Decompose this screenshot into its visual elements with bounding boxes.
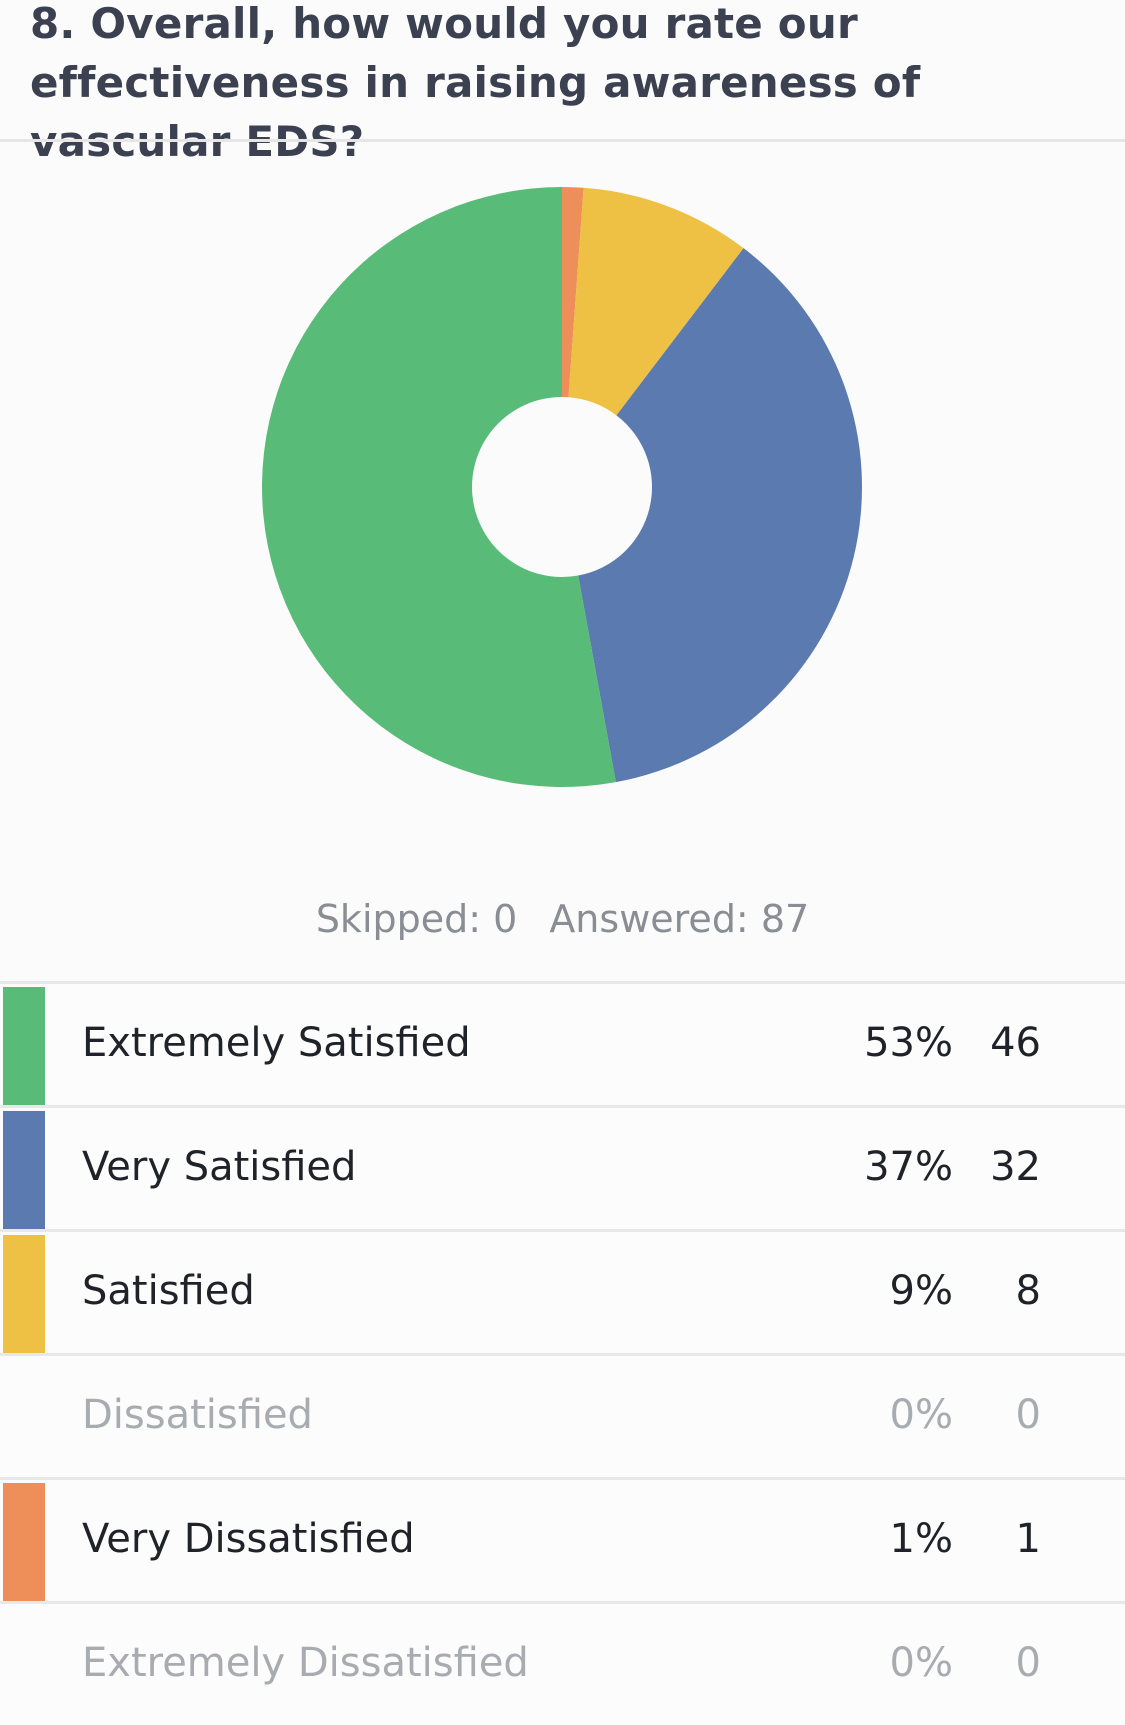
answered-count: Answered: 87 — [549, 897, 810, 941]
answer-label: Dissatisfied — [82, 1392, 313, 1438]
pie-slice-extremely-satisfied — [262, 187, 616, 787]
header-divider — [0, 139, 1125, 142]
answer-row: Very Dissatisfied 1% 1 — [0, 1477, 1125, 1601]
answer-label: Extremely Satisfied — [82, 1020, 471, 1066]
response-summary: Skipped: 0 Answered: 87 — [0, 897, 1125, 941]
answer-count: 1 — [1015, 1516, 1041, 1562]
answer-label: Very Dissatisfied — [82, 1516, 415, 1562]
answer-percent: 9% — [889, 1268, 953, 1314]
answer-label: Very Satisfied — [82, 1144, 357, 1190]
color-swatch — [3, 1111, 45, 1229]
pie-slice-very-satisfied — [578, 248, 863, 783]
answer-row: Very Satisfied 37% 32 — [0, 1105, 1125, 1229]
answer-percent: 0% — [889, 1392, 953, 1438]
color-swatch — [3, 1483, 45, 1601]
answer-label: Extremely Dissatisfied — [82, 1640, 529, 1686]
answer-count: 46 — [990, 1020, 1041, 1066]
answer-percent: 1% — [889, 1516, 953, 1562]
answer-row: Extremely Dissatisfied 0% 0 — [0, 1601, 1125, 1725]
answer-row: Extremely Satisfied 53% 46 — [0, 981, 1125, 1105]
pie-slice-satisfied — [568, 187, 744, 416]
answer-row: Dissatisfied 0% 0 — [0, 1353, 1125, 1477]
color-swatch — [3, 987, 45, 1105]
skipped-count: Skipped: 0 — [315, 897, 518, 941]
answer-count: 0 — [1015, 1640, 1041, 1686]
answer-choices-table: Extremely Satisfied 53% 46 Very Satisfied 37… — [0, 981, 1125, 1725]
answer-percent: 37% — [864, 1144, 953, 1190]
color-swatch — [3, 1235, 45, 1353]
answer-percent: 0% — [889, 1640, 953, 1686]
answer-label: Satisfied — [82, 1268, 255, 1314]
answer-row: Satisfied 9% 8 — [0, 1229, 1125, 1353]
question-title: 8. Overall, how would you rate our effec… — [30, 0, 921, 166]
answer-percent: 53% — [864, 1020, 953, 1066]
answer-count: 8 — [1015, 1268, 1041, 1314]
donut-chart — [262, 187, 863, 787]
pie-slice-very-dissatisfied — [562, 187, 584, 398]
answer-count: 0 — [1015, 1392, 1041, 1438]
answer-count: 32 — [990, 1144, 1041, 1190]
